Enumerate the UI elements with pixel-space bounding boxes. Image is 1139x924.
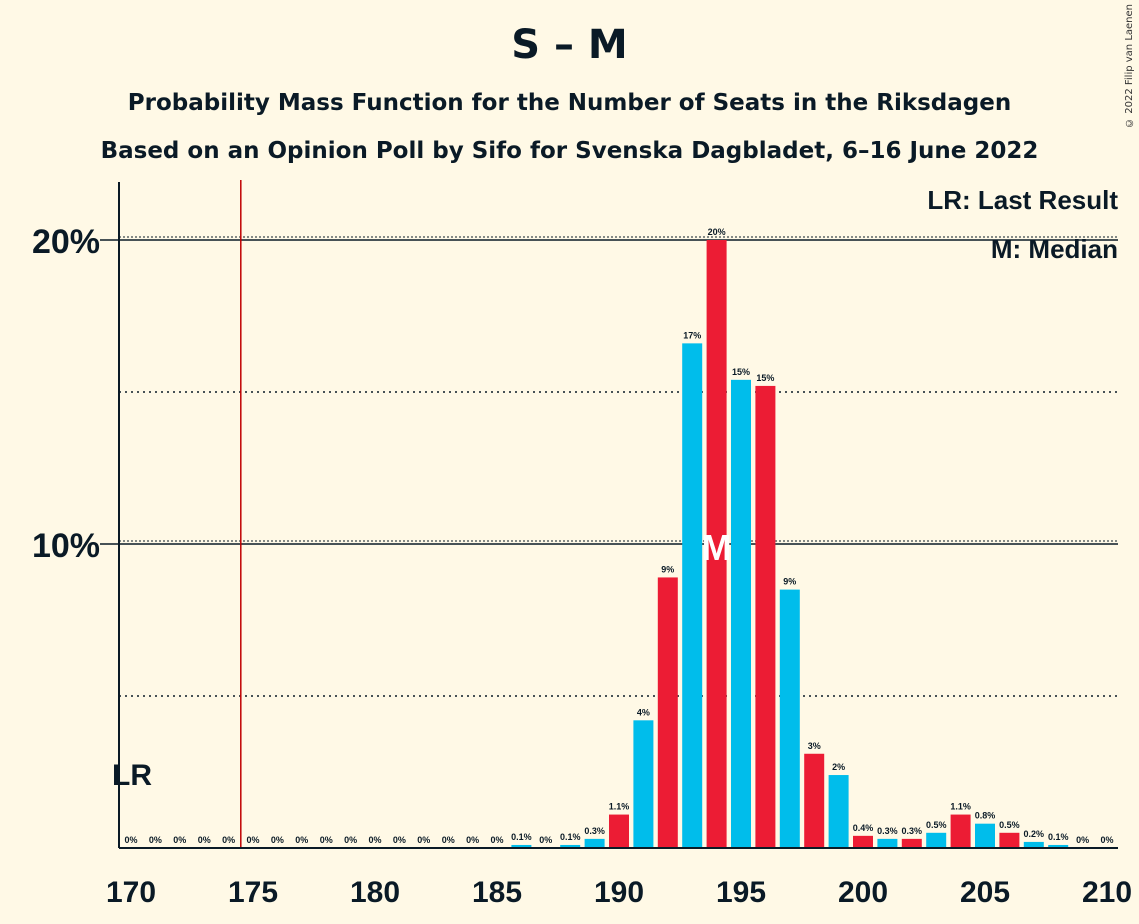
- chart-title: S – M: [511, 22, 628, 68]
- bars: [511, 240, 1069, 848]
- bar-value-label: 0.1%: [560, 832, 581, 842]
- bar: [853, 835, 873, 848]
- bar-value-label: 0%: [1100, 835, 1113, 845]
- bar: [877, 838, 898, 848]
- bar: [1048, 844, 1069, 848]
- chart-subtitle: Probability Mass Function for the Number…: [127, 90, 1012, 116]
- bar-value-label: 0.5%: [926, 820, 947, 830]
- bar-value-label: 0%: [393, 835, 406, 845]
- bar-value-label: 15%: [756, 373, 774, 383]
- bar: [609, 814, 629, 848]
- bar: [682, 343, 703, 848]
- bar-value-label: 0.8%: [975, 811, 996, 821]
- bar-value-label: 0.3%: [877, 826, 898, 836]
- bar-value-label: 0%: [271, 835, 284, 845]
- bar-value-label: 15%: [732, 367, 750, 377]
- bar-value-label: 2%: [832, 762, 845, 772]
- bar-value-label: 9%: [661, 564, 674, 574]
- bar: [804, 753, 825, 848]
- bar-value-label: 20%: [708, 227, 726, 237]
- legend-last-result: LR: Last Result: [927, 185, 1118, 215]
- bar-value-label: 1.1%: [609, 802, 630, 812]
- grid-lines: [100, 180, 1118, 848]
- bar: [950, 814, 971, 848]
- bar-value-label: 0%: [198, 835, 211, 845]
- bar-value-label: 0%: [1076, 835, 1089, 845]
- bar-value-label: 0%: [344, 835, 357, 845]
- bar-value-label: 0%: [149, 835, 162, 845]
- x-tick-label: 195: [716, 876, 766, 909]
- bar-value-label: 17%: [683, 330, 701, 340]
- bar-value-label: 0.3%: [902, 826, 923, 836]
- bar: [975, 823, 995, 848]
- bar-value-label: 0%: [320, 835, 333, 845]
- bar: [901, 838, 922, 848]
- x-tick-label: 205: [960, 876, 1010, 909]
- bar-value-label: 0.3%: [584, 826, 605, 836]
- bar-value-label: 0%: [466, 835, 479, 845]
- x-tick-label: 180: [350, 876, 400, 909]
- x-tick-label: 200: [838, 876, 888, 909]
- chart-subtitle-source: Based on an Opinion Poll by Sifo for Sve…: [100, 138, 1039, 164]
- bar: [731, 379, 751, 848]
- x-tick-label: 175: [228, 876, 278, 909]
- bar: [779, 589, 800, 848]
- legend-median: M: Median: [991, 234, 1118, 264]
- bar: [999, 832, 1020, 848]
- x-tick-label: 170: [106, 876, 156, 909]
- x-tick-label: 190: [594, 876, 644, 909]
- bar-value-label: 0%: [490, 835, 503, 845]
- bar-value-label: 1.1%: [950, 802, 971, 812]
- bar: [633, 720, 654, 848]
- bar-value-label: 9%: [783, 577, 796, 587]
- bar: [584, 838, 605, 848]
- x-tick-label: 185: [472, 876, 522, 909]
- y-tick-label: 20%: [32, 223, 100, 261]
- bar-value-label: 0.1%: [1048, 832, 1069, 842]
- bar-value-label: 0%: [222, 835, 235, 845]
- bar-value-label: 3%: [808, 741, 821, 751]
- bar-value-label: 0.2%: [1024, 829, 1045, 839]
- bar: [560, 844, 581, 848]
- bar-value-label: 0.1%: [511, 832, 532, 842]
- bar-value-label: 0%: [295, 835, 308, 845]
- bar: [828, 775, 849, 848]
- bar: [755, 385, 776, 848]
- median-marker: M: [702, 527, 732, 568]
- bar-value-label: 0%: [246, 835, 259, 845]
- legend: LR: Last Result M: Median: [927, 185, 1118, 264]
- bar-value-label: 0%: [173, 835, 186, 845]
- bar-value-label: 0%: [442, 835, 455, 845]
- bar-value-label: 0%: [124, 835, 137, 845]
- y-tick-label: 10%: [32, 527, 100, 565]
- bar-value-label: 0.4%: [853, 823, 874, 833]
- bar-value-label: 0%: [539, 835, 552, 845]
- bar-value-label: 0%: [417, 835, 430, 845]
- bar: [926, 832, 947, 848]
- x-tick-label: 210: [1082, 876, 1132, 909]
- bar: [511, 844, 532, 848]
- data-labels: 0% 0% 0% 0% 0% 0% 0% 0% 0% 0% 0% 0% 0% 0% 0% 0% 0.1% 0% 0.…: [124, 227, 1113, 845]
- bar-value-label: 0%: [368, 835, 381, 845]
- bar: [1023, 841, 1044, 848]
- bar: [657, 577, 678, 848]
- bar-value-label: 0.5%: [999, 820, 1020, 830]
- bar: [706, 240, 727, 848]
- bar-value-label: 4%: [637, 707, 650, 717]
